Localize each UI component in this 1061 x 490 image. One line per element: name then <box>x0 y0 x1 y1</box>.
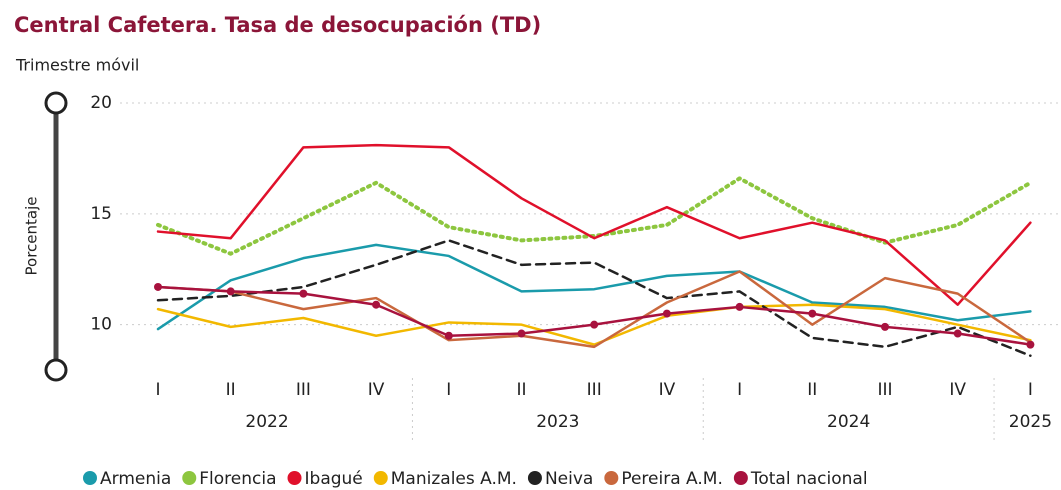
y-tick-label: 10 <box>90 315 112 335</box>
x-group-label: 2024 <box>827 412 870 432</box>
legend-marker <box>604 471 619 485</box>
series-line <box>156 176 1033 256</box>
point <box>226 287 235 296</box>
series-line <box>156 239 1032 357</box>
legend-label: Neiva <box>545 469 593 489</box>
y-tick-label: 15 <box>90 204 112 224</box>
point <box>154 282 162 291</box>
x-tick-label: IV <box>368 380 385 400</box>
x-tick-label: II <box>226 380 236 400</box>
legend-marker <box>733 471 748 485</box>
point <box>735 302 744 311</box>
legend-marker <box>83 471 97 485</box>
range-slider[interactable] <box>44 91 68 382</box>
legend-label: Florencia <box>199 469 276 489</box>
legend-marker <box>527 471 542 485</box>
legend-label: Ibagué <box>305 469 363 489</box>
series-line <box>156 243 1032 331</box>
subtitle: Trimestre móvil <box>15 56 139 75</box>
series-line <box>156 143 1032 306</box>
point <box>299 289 308 298</box>
point <box>808 309 817 318</box>
legend-label: Pereira A.M. <box>621 469 723 489</box>
x-tick-label: I <box>1028 380 1033 400</box>
x-tick-label: III <box>587 380 602 400</box>
x-tick-label: II <box>807 380 817 400</box>
x-group-label: 2025 <box>1009 412 1052 432</box>
series-line <box>156 303 1032 346</box>
legend-marker <box>182 471 197 485</box>
point <box>444 331 453 340</box>
point <box>881 322 889 331</box>
y-axis-label: Porcentaje <box>23 197 41 276</box>
x-tick-label: II <box>516 380 526 400</box>
chart-title: Central Cafetera. Tasa de desocupación (… <box>14 13 541 37</box>
x-tick-label: III <box>877 380 892 400</box>
x-tick-label: I <box>446 380 451 400</box>
point <box>372 300 381 309</box>
point <box>662 309 671 318</box>
y-tick-label: 20 <box>90 93 112 113</box>
x-tick-label: I <box>737 380 742 400</box>
point <box>953 329 962 338</box>
x-tick-label: I <box>155 380 160 400</box>
legend-marker <box>287 471 302 485</box>
x-tick-label: III <box>296 380 311 400</box>
legend-label: Armenia <box>100 469 171 489</box>
x-tick-label: IV <box>949 380 966 400</box>
x-group-label: 2022 <box>245 412 288 432</box>
legend-label: Total nacional <box>750 469 868 489</box>
series-line <box>156 285 1032 346</box>
series-line <box>156 270 1032 349</box>
point <box>590 320 599 329</box>
x-tick-label: IV <box>659 380 676 400</box>
legend-label: Manizales A.M. <box>391 469 517 489</box>
point <box>1026 340 1035 349</box>
x-group-label: 2023 <box>536 412 579 432</box>
point <box>517 329 526 338</box>
legend-marker <box>373 471 388 485</box>
